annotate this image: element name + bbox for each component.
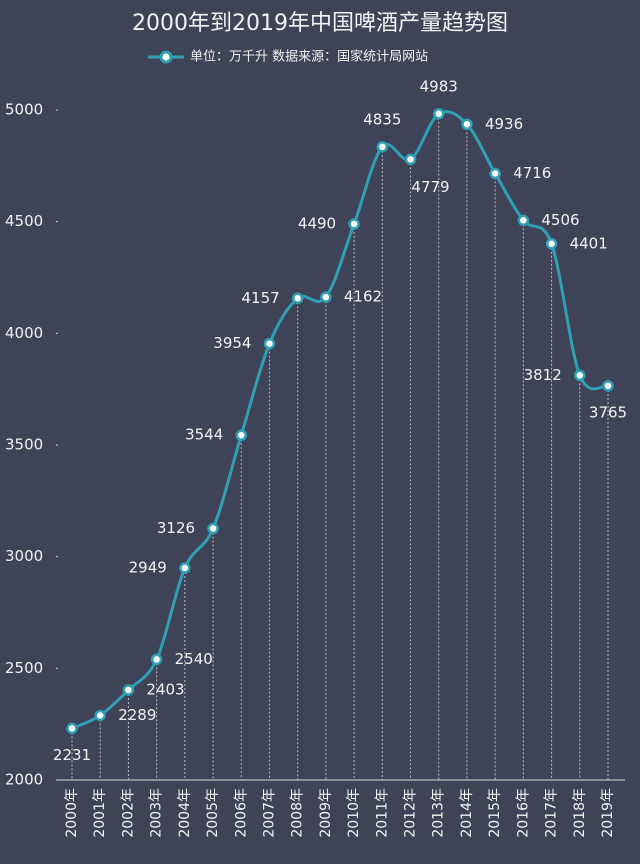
data-label: 2949 xyxy=(129,559,167,577)
point xyxy=(207,522,219,535)
point xyxy=(602,380,614,392)
data-label: 4401 xyxy=(570,234,608,252)
x-tick-label: 2000年 xyxy=(64,788,80,838)
x-tick-label: 2008年 xyxy=(290,788,306,838)
data-label: 2231 xyxy=(53,746,91,764)
x-tick-label: 2011年 xyxy=(374,788,390,838)
data-label: 3544 xyxy=(185,426,223,444)
point xyxy=(517,214,530,227)
data-label: 3765 xyxy=(589,403,627,421)
x-tick-label: 2005年 xyxy=(205,788,221,838)
data-label: 4983 xyxy=(420,77,458,95)
point xyxy=(489,167,501,180)
y-tick-label: 4000 xyxy=(5,324,43,342)
x-tick-label: 2013年 xyxy=(431,788,447,838)
data-label: 4716 xyxy=(513,164,551,182)
x-tick-label: 2016年 xyxy=(515,788,531,838)
legend-label: 单位：万千升 数据来源：国家统计局网站 xyxy=(190,49,428,65)
data-label: 4490 xyxy=(298,214,336,232)
data-label: 2540 xyxy=(175,650,213,668)
data-label: 2289 xyxy=(118,706,156,724)
point xyxy=(150,653,163,666)
point xyxy=(574,369,586,382)
x-tick-label: 2007年 xyxy=(261,788,277,838)
data-label: 4936 xyxy=(485,115,523,133)
point xyxy=(545,238,558,250)
point xyxy=(179,562,191,574)
point xyxy=(320,291,332,303)
x-tick-label: 2010年 xyxy=(346,788,362,838)
point xyxy=(235,429,248,441)
point xyxy=(348,218,360,230)
point xyxy=(263,337,276,350)
y-tick-label: 5000 xyxy=(5,101,43,119)
data-label: 3812 xyxy=(524,366,562,384)
point xyxy=(291,292,304,305)
point xyxy=(66,722,78,735)
data-label: 3954 xyxy=(213,334,251,352)
x-tick-label: 2015年 xyxy=(487,788,503,838)
data-label: 4506 xyxy=(541,211,579,229)
data-label: 4779 xyxy=(411,178,449,196)
x-tick-label: 2003年 xyxy=(149,788,165,838)
point xyxy=(122,684,135,696)
x-tick-label: 2004年 xyxy=(177,788,193,838)
x-tick-label: 2012年 xyxy=(403,788,419,838)
x-tick-label: 2006年 xyxy=(233,788,249,838)
point xyxy=(461,118,473,131)
y-tick-label: 2500 xyxy=(5,659,43,677)
data-label: 4835 xyxy=(363,110,401,128)
x-tick-label: 2018年 xyxy=(572,788,588,838)
point xyxy=(404,153,417,166)
point xyxy=(376,141,389,153)
point xyxy=(432,108,445,120)
x-tick-label: 2001年 xyxy=(92,788,108,838)
x-tick-label: 2019年 xyxy=(600,788,616,838)
legend-marker xyxy=(159,50,173,64)
y-tick-label: 3000 xyxy=(5,547,43,565)
y-tick-label: 4500 xyxy=(5,212,43,230)
data-label: 2403 xyxy=(146,680,184,698)
x-tick-label: 2017年 xyxy=(544,788,560,838)
data-label: 4162 xyxy=(344,288,382,306)
x-tick-label: 2009年 xyxy=(318,788,334,838)
chart-title: 2000年到2019年中国啤酒产量趋势图 xyxy=(132,11,508,36)
y-tick-label: 2000 xyxy=(5,771,43,789)
data-label: 3126 xyxy=(157,519,195,537)
x-tick-label: 2014年 xyxy=(459,788,475,838)
x-tick-label: 2002年 xyxy=(120,788,136,838)
point xyxy=(94,709,106,722)
data-label: 4157 xyxy=(241,289,279,307)
y-tick-label: 3500 xyxy=(5,436,43,454)
